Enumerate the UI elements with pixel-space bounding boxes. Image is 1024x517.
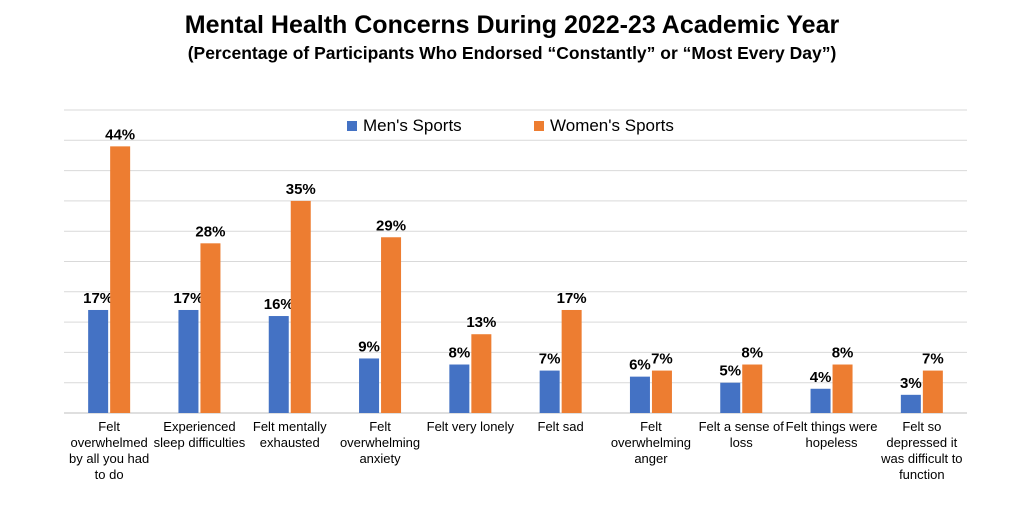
bar-womens-0	[110, 146, 131, 414]
legend-swatch-womens	[534, 121, 544, 131]
data-label-womens-8: 8%	[832, 345, 854, 362]
category-label-3: Felt overwhelming anxiety	[339, 419, 421, 466]
bar-womens-8	[832, 364, 853, 413]
data-label-womens-1: 28%	[195, 223, 225, 240]
chart-title: Mental Health Concerns During 2022-23 Ac…	[184, 11, 840, 39]
data-label-mens-9: 3%	[900, 375, 922, 392]
category-label-6: Felt overwhelming anger	[610, 419, 692, 466]
bar-womens-5	[561, 309, 582, 413]
bar-mens-1	[178, 309, 199, 413]
data-label-womens-5: 17%	[557, 290, 587, 307]
data-label-womens-4: 13%	[466, 314, 496, 331]
data-label-womens-2: 35%	[286, 181, 316, 198]
bar-mens-7	[720, 382, 741, 413]
bar-womens-6	[651, 370, 672, 413]
bar-womens-9	[922, 370, 943, 413]
data-label-mens-4: 8%	[449, 345, 471, 362]
legend: Men's Sports Women's Sports	[0, 116, 1024, 138]
category-label-9: Felt so depressed it was difficult to fu…	[881, 419, 963, 482]
bar-womens-1	[200, 243, 221, 413]
bar-mens-9	[900, 394, 921, 413]
legend-label-mens: Men's Sports	[363, 116, 462, 135]
bar-womens-4	[471, 334, 492, 413]
category-label-0: Felt overwhelmed by all you had to do	[69, 419, 150, 482]
category-label-8: Felt things were hopeless	[785, 419, 878, 450]
data-label-womens-7: 8%	[741, 345, 763, 362]
data-label-womens-6: 7%	[651, 351, 673, 368]
bar-mens-3	[359, 358, 380, 413]
legend-item-womens: Women's Sports	[534, 116, 674, 136]
bar-mens-8	[810, 388, 831, 413]
data-label-mens-2: 16%	[264, 296, 294, 313]
data-label-mens-1: 17%	[173, 290, 203, 307]
data-label-womens-0: 44%	[105, 126, 135, 143]
legend-swatch-mens	[347, 121, 357, 131]
bar-mens-4	[449, 364, 470, 413]
bar-mens-0	[88, 309, 109, 413]
data-label-mens-8: 4%	[810, 369, 832, 386]
bar-womens-2	[290, 200, 311, 413]
category-label-4: Felt very lonely	[426, 419, 515, 434]
legend-label-womens: Women's Sports	[550, 116, 674, 135]
data-label-mens-7: 5%	[719, 363, 741, 380]
category-label-1: Experienced sleep difficulties	[153, 419, 246, 450]
bar-mens-5	[539, 370, 560, 413]
data-label-mens-5: 7%	[539, 351, 561, 368]
category-label-2: Felt mentally exhausted	[252, 419, 327, 450]
data-label-mens-6: 6%	[629, 357, 651, 374]
bar-mens-2	[268, 316, 289, 413]
category-label-5: Felt sad	[537, 419, 584, 434]
data-label-mens-3: 9%	[358, 338, 380, 355]
bar-mens-6	[629, 376, 650, 413]
category-label-7: Felt a sense of loss	[698, 419, 784, 450]
data-label-womens-9: 7%	[922, 351, 944, 368]
data-label-womens-3: 29%	[376, 217, 406, 234]
bar-womens-3	[381, 237, 402, 413]
bar-womens-7	[742, 364, 763, 413]
legend-item-mens: Men's Sports	[347, 116, 462, 136]
data-label-mens-0: 17%	[83, 290, 113, 307]
chart-subtitle: (Percentage of Participants Who Endorsed…	[187, 43, 837, 63]
